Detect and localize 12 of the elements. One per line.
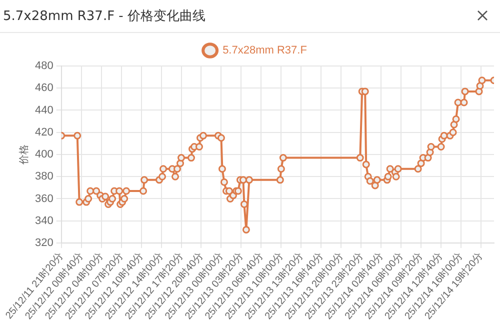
y-tick-label: 460 (34, 82, 54, 94)
y-axis-title: 价格 (18, 144, 30, 166)
chart-title: 5.7x28mm R37.F - 价格变化曲线 (3, 8, 206, 25)
y-tick-label: 440 (34, 104, 54, 116)
y-tick-label: 420 (34, 126, 54, 138)
legend-label: 5.7x28mm R37.F (222, 44, 308, 57)
y-tick-label: 480 (34, 60, 54, 72)
y-tick-label: 380 (34, 170, 54, 183)
y-tick-label: 400 (34, 148, 54, 161)
y-tick-label: 340 (34, 214, 54, 227)
y-tick-label: 320 (34, 237, 54, 250)
y-tick-label: 360 (34, 192, 54, 205)
